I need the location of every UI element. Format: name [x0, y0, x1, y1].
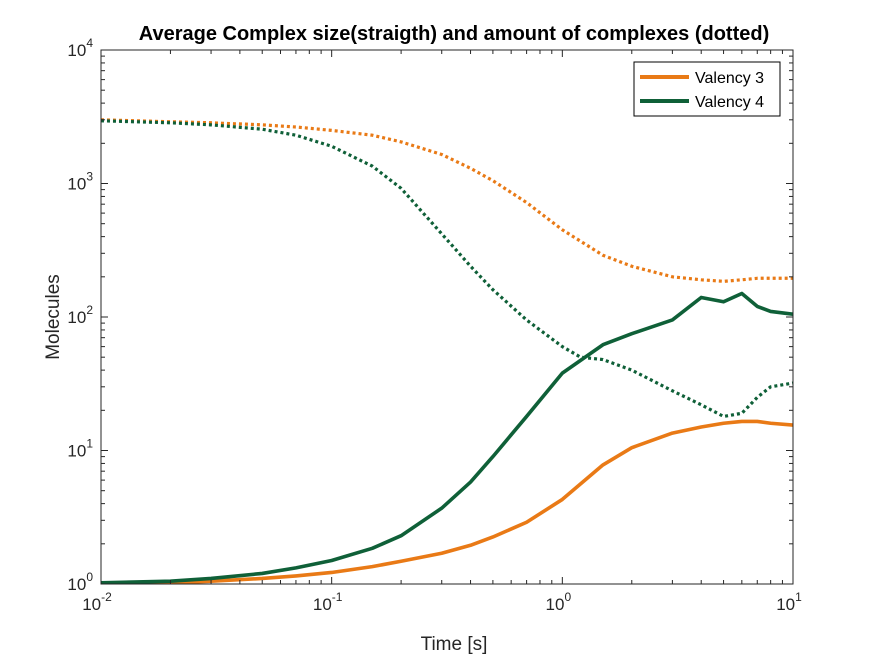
- legend-box: [633, 61, 781, 117]
- series-layer: [101, 118, 793, 584]
- x-tick-exponent: 1: [795, 590, 802, 604]
- x-tick-label: 10-2: [82, 590, 112, 614]
- series-line-valency-3-dotted: [101, 118, 793, 283]
- y-axis-label: Molecules: [43, 274, 64, 360]
- y-tick-exponent: 3: [86, 170, 93, 184]
- x-tick-exponent: 0: [564, 590, 571, 604]
- x-tick-base: 10: [546, 595, 565, 614]
- y-tick-label: 104: [67, 36, 93, 60]
- x-axis-label: Time [s]: [421, 634, 488, 655]
- x-tick-base: 10: [82, 595, 101, 614]
- y-tick-exponent: 1: [86, 437, 93, 451]
- y-tick-exponent: 4: [86, 36, 93, 50]
- y-tick-base: 10: [67, 175, 86, 194]
- y-tick-exponent: 0: [86, 570, 93, 584]
- x-tick-base: 10: [776, 595, 795, 614]
- legend-label-valency-4: Valency 4: [695, 94, 764, 111]
- y-tick-label: 101: [67, 437, 93, 461]
- y-tick-label: 102: [67, 303, 93, 327]
- y-tick-exponent: 2: [86, 303, 93, 317]
- y-tick-base: 10: [67, 575, 86, 594]
- legend: Valency 3 Valency 4: [633, 61, 781, 117]
- y-tick-base: 10: [67, 442, 86, 461]
- y-tick-label: 100: [67, 570, 93, 594]
- axes-layer: [100, 49, 794, 585]
- series-line-valency-4-solid: [101, 291, 793, 584]
- x-tick-label: 100: [546, 590, 572, 614]
- y-tick-base: 10: [67, 308, 86, 327]
- x-tick-exponent: -1: [332, 590, 343, 604]
- y-tick-label: 103: [67, 170, 93, 194]
- y-tick-base: 10: [67, 41, 86, 60]
- legend-label-valency-3: Valency 3: [695, 70, 764, 87]
- chart-title: Average Complex size(straigth) and amoun…: [139, 23, 769, 45]
- x-tick-base: 10: [313, 595, 332, 614]
- x-tick-label: 101: [776, 590, 802, 614]
- x-tick-label: 10-1: [313, 590, 343, 614]
- x-tick-exponent: -2: [101, 590, 112, 604]
- series-line-valency-3-solid: [101, 419, 793, 584]
